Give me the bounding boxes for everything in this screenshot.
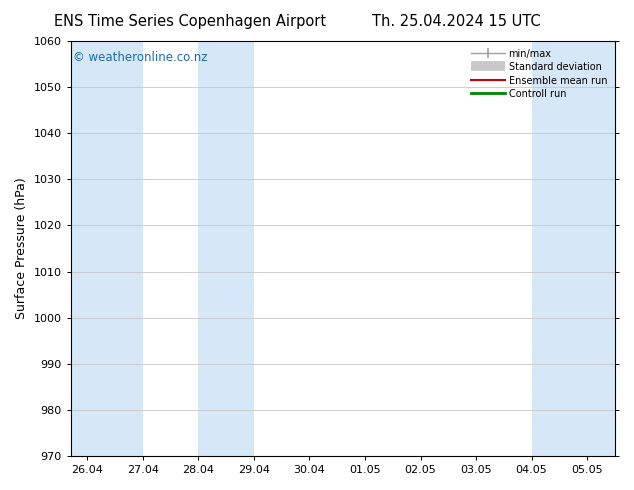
Text: Th. 25.04.2024 15 UTC: Th. 25.04.2024 15 UTC (372, 14, 541, 29)
Bar (587, 41, 615, 456)
Text: © weatheronline.co.nz: © weatheronline.co.nz (74, 51, 208, 64)
Bar (71, 41, 143, 456)
Text: ENS Time Series Copenhagen Airport: ENS Time Series Copenhagen Airport (54, 14, 327, 29)
Bar (198, 41, 254, 456)
Legend: min/max, Standard deviation, Ensemble mean run, Controll run: min/max, Standard deviation, Ensemble me… (468, 46, 610, 102)
Bar (531, 41, 587, 456)
Y-axis label: Surface Pressure (hPa): Surface Pressure (hPa) (15, 178, 28, 319)
